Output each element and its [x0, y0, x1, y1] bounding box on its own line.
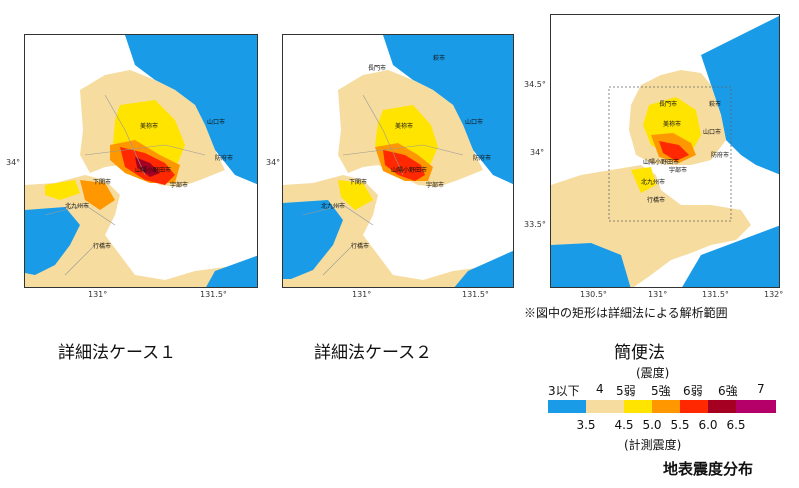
legend-swatch — [736, 400, 776, 413]
city-label: 防府市 — [711, 152, 730, 159]
city-label: 美祢市 — [140, 123, 159, 130]
legend-boundary: 3.5 — [576, 418, 596, 432]
x-tick: 131.5° — [462, 290, 489, 299]
city-label: 山陽小野田市 — [391, 167, 428, 174]
city-label: 萩市 — [433, 55, 446, 62]
city-label: 山口市 — [703, 129, 722, 136]
caption-case2: 詳細法ケース２ — [314, 343, 433, 363]
city-label: 下関市 — [349, 179, 368, 186]
legend-boundary: 6.5 — [726, 418, 746, 432]
city-label: 山陽小野田市 — [135, 167, 172, 174]
legend-boundary: 5.0 — [642, 418, 662, 432]
x-tick: 131° — [352, 290, 372, 299]
city-label: 宇部市 — [426, 182, 445, 189]
figure-title: 地表震度分布 — [663, 460, 754, 478]
city-label: 防府市 — [473, 155, 492, 162]
city-label: 宇部市 — [669, 167, 688, 174]
caption-case1: 詳細法ケース１ — [58, 343, 177, 363]
city-label: 北九州市 — [641, 179, 666, 186]
city-label: 山陽小野田市 — [643, 159, 680, 166]
y-tick: 34° — [6, 158, 21, 167]
legend-class: 7 — [757, 382, 765, 396]
city-label: 長門市 — [659, 101, 678, 108]
legend-class: 6強 — [718, 384, 738, 398]
legend-class: 6弱 — [683, 384, 703, 398]
legend-class: 5強 — [651, 384, 671, 398]
city-label: 防府市 — [215, 155, 234, 162]
legend-swatch — [708, 400, 736, 413]
y-tick: 33.5° — [524, 220, 546, 229]
legend-boundary: 5.5 — [670, 418, 690, 432]
city-label: 美祢市 — [395, 123, 414, 130]
legend-swatch — [548, 400, 586, 413]
legend-swatch — [624, 400, 652, 413]
map-case2-shading — [283, 35, 513, 287]
y-tick: 34.5° — [524, 80, 546, 89]
map-simplified-shading — [551, 15, 779, 287]
x-tick: 130.5° — [580, 290, 607, 299]
city-label: 行橋市 — [647, 197, 666, 204]
legend-swatch — [680, 400, 708, 413]
legend-class: 4 — [596, 382, 604, 396]
legend-instrumental-label: (計測震度) — [624, 438, 682, 452]
legend-class: 5弱 — [616, 384, 636, 398]
city-label: 北九州市 — [321, 203, 346, 210]
city-label: 行橋市 — [93, 243, 112, 250]
range-note: ※図中の矩形は詳細法による解析範囲 — [524, 306, 728, 320]
city-label: 萩市 — [709, 101, 722, 108]
legend-swatch — [586, 400, 624, 413]
x-tick: 132° — [764, 290, 784, 299]
city-label: 北九州市 — [65, 203, 90, 210]
x-tick: 131.5° — [200, 290, 227, 299]
map-case2: 長門市 萩市 美祢市 山口市 防府市 山陽小野田市 宇部市 下関市 北九州市 行… — [282, 34, 514, 288]
x-tick: 131.5° — [702, 290, 729, 299]
city-label: 山口市 — [465, 119, 484, 126]
city-label: 宇部市 — [170, 182, 189, 189]
caption-simplified: 簡便法 — [614, 343, 665, 363]
x-tick: 131° — [648, 290, 668, 299]
city-label: 下関市 — [93, 179, 112, 186]
city-label: 山口市 — [207, 119, 226, 126]
legend-intensity-label: (震度) — [636, 366, 670, 380]
city-label: 行橋市 — [351, 243, 370, 250]
y-tick: 34° — [266, 158, 281, 167]
legend-swatch — [652, 400, 680, 413]
x-tick: 131° — [88, 290, 108, 299]
legend-class: 3以下 — [548, 384, 580, 398]
legend-boundary: 4.5 — [614, 418, 634, 432]
legend-boundary: 6.0 — [698, 418, 718, 432]
map-case1: 美祢市 山口市 防府市 山陽小野田市 宇部市 下関市 北九州市 行橋市 — [24, 34, 258, 288]
map-simplified: 長門市 萩市 美祢市 山口市 防府市 山陽小野田市 宇部市 北九州市 行橋市 — [550, 14, 780, 288]
map-case1-shading — [25, 35, 257, 287]
y-tick: 34° — [530, 148, 545, 157]
city-label: 長門市 — [368, 65, 387, 72]
city-label: 美祢市 — [663, 121, 682, 128]
